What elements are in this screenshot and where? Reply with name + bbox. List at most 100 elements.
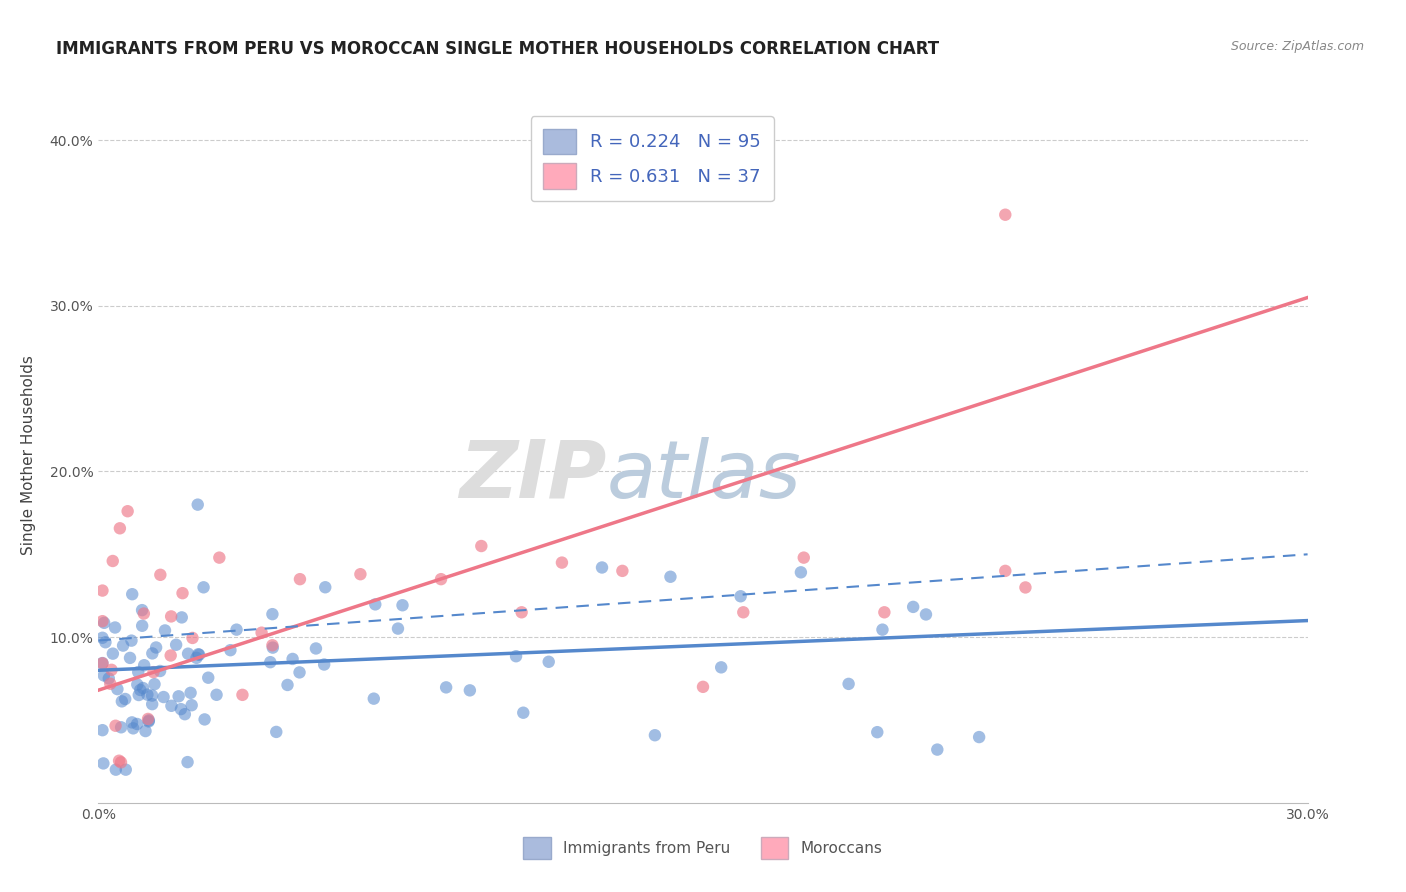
Point [107, 682, 129, 697]
Point [173, 707, 195, 722]
Point [100, 663, 122, 677]
Point [127, 677, 149, 691]
Point [349, 567, 371, 582]
Point [93, 756, 115, 771]
Point [187, 498, 209, 512]
Text: ZIP: ZIP [458, 437, 606, 515]
Point [364, 598, 387, 612]
Point [790, 566, 813, 580]
Point [264, 725, 287, 739]
Point [165, 638, 187, 652]
Point [114, 692, 136, 706]
Point [225, 623, 247, 637]
Point [91, 656, 114, 670]
Point [901, 599, 924, 614]
Point [108, 754, 131, 768]
Point [612, 564, 634, 578]
Point [149, 567, 172, 582]
Point [132, 607, 155, 621]
Point [127, 665, 149, 679]
Point [838, 677, 860, 691]
Point [141, 647, 163, 661]
Point [131, 603, 153, 617]
Point [537, 655, 560, 669]
Point [112, 639, 135, 653]
Point [138, 714, 160, 729]
Point [591, 560, 613, 574]
Point [208, 550, 231, 565]
Y-axis label: Single Mother Households: Single Mother Households [21, 355, 35, 555]
Point [188, 648, 211, 662]
Point [259, 655, 281, 669]
Point [149, 664, 172, 678]
Point [314, 580, 336, 594]
Point [93, 615, 115, 630]
Point [122, 722, 145, 736]
Text: atlas: atlas [606, 437, 801, 515]
Point [110, 720, 132, 734]
Point [866, 725, 889, 739]
Point [129, 683, 152, 698]
Point [873, 605, 896, 619]
Point [994, 208, 1017, 222]
Point [160, 698, 183, 713]
Point [262, 640, 284, 655]
Point [314, 657, 336, 672]
Point [94, 635, 117, 649]
Point [276, 678, 298, 692]
Point [262, 638, 284, 652]
Point [177, 647, 200, 661]
Point [98, 677, 121, 691]
Point [176, 755, 198, 769]
Point [141, 697, 163, 711]
Point [193, 580, 215, 594]
Point [288, 665, 311, 680]
Point [97, 672, 120, 686]
Point [510, 605, 533, 619]
Point [138, 714, 160, 728]
Point [114, 763, 136, 777]
Point [692, 680, 714, 694]
Point [143, 677, 166, 691]
Point [187, 647, 209, 661]
Point [180, 686, 202, 700]
Point [136, 712, 159, 726]
Point [710, 660, 733, 674]
Point [512, 706, 534, 720]
Point [231, 688, 253, 702]
Point [186, 650, 208, 665]
Point [118, 651, 141, 665]
Point [644, 728, 666, 742]
Point [117, 504, 139, 518]
Point [167, 690, 190, 704]
Point [387, 622, 409, 636]
Point [131, 619, 153, 633]
Point [91, 614, 114, 628]
Point [994, 564, 1017, 578]
Point [128, 688, 150, 702]
Point [194, 713, 217, 727]
Point [108, 521, 131, 535]
Point [181, 631, 204, 645]
Text: IMMIGRANTS FROM PERU VS MOROCCAN SINGLE MOTHER HOUSEHOLDS CORRELATION CHART: IMMIGRANTS FROM PERU VS MOROCCAN SINGLE … [56, 40, 939, 58]
Point [93, 668, 115, 682]
Point [505, 649, 527, 664]
Point [111, 694, 134, 708]
Point [915, 607, 938, 622]
Point [160, 609, 183, 624]
Point [101, 554, 124, 568]
Point [172, 586, 194, 600]
Point [250, 625, 273, 640]
Point [91, 723, 114, 738]
Point [1014, 581, 1036, 595]
Point [91, 631, 114, 645]
Point [458, 683, 481, 698]
Point [141, 689, 163, 703]
Point [145, 640, 167, 655]
Point [110, 756, 132, 770]
Point [219, 643, 242, 657]
Point [142, 665, 165, 680]
Point [134, 658, 156, 673]
Point [551, 556, 574, 570]
Point [927, 742, 949, 756]
